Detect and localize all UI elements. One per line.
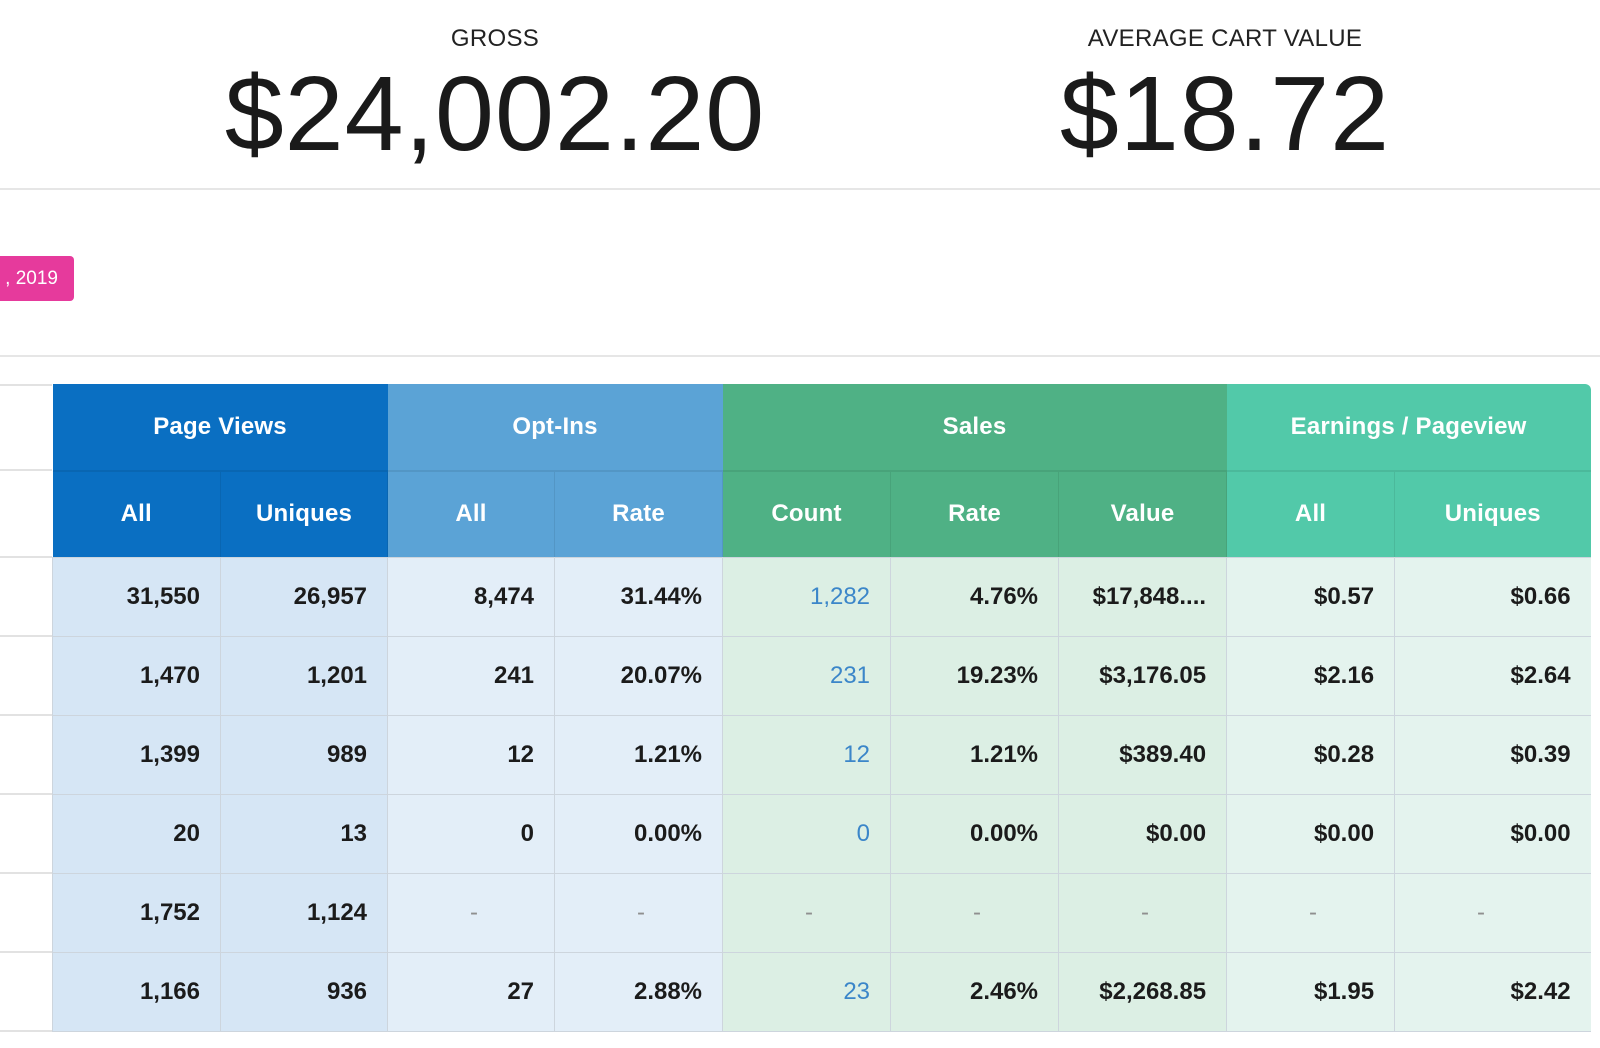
cell-page-views-uniques: 989 bbox=[219, 714, 388, 794]
table-row: 1,399 989 12 1.21% 12 1.21% $389.40 $0.2… bbox=[52, 714, 1591, 794]
cell-page-views-uniques: 1,124 bbox=[219, 872, 388, 952]
column-header-earnings-all[interactable]: All bbox=[1226, 470, 1395, 557]
cell-sales-value: $3,176.05 bbox=[1058, 635, 1227, 715]
row-divider bbox=[0, 872, 52, 874]
gross-stat: GROSS $24,002.20 bbox=[205, 0, 785, 167]
column-header-sales-value[interactable]: Value bbox=[1058, 470, 1227, 557]
column-header-page-views-all[interactable]: All bbox=[52, 470, 221, 557]
cell-earnings-uniques: $0.39 bbox=[1394, 714, 1591, 794]
column-header-sales-count[interactable]: Count bbox=[722, 470, 891, 557]
cell-page-views-uniques: 26,957 bbox=[219, 556, 388, 636]
cell-earnings-all: $0.28 bbox=[1226, 714, 1395, 794]
cell-opt-ins-all: 0 bbox=[387, 793, 555, 873]
cell-earnings-all: $0.00 bbox=[1226, 793, 1395, 873]
row-divider bbox=[0, 556, 52, 558]
divider bbox=[0, 355, 1600, 357]
column-header-opt-ins-all[interactable]: All bbox=[387, 470, 555, 557]
cell-sales-rate: 4.76% bbox=[890, 556, 1059, 636]
cell-sales-value: $2,268.85 bbox=[1058, 951, 1227, 1032]
cell-opt-ins-all: 27 bbox=[387, 951, 555, 1032]
column-header-earnings-uniques[interactable]: Uniques bbox=[1394, 470, 1591, 557]
cell-page-views-uniques: 1,201 bbox=[219, 635, 388, 715]
average-cart-value-value: $18.72 bbox=[1059, 55, 1391, 173]
row-divider bbox=[0, 469, 52, 471]
table-row: 1,752 1,124 - - - - - - - bbox=[52, 872, 1591, 952]
cell-opt-ins-rate: - bbox=[554, 872, 723, 952]
cell-opt-ins-rate: 1.21% bbox=[554, 714, 723, 794]
row-divider bbox=[0, 1030, 52, 1032]
cell-sales-value: $0.00 bbox=[1058, 793, 1227, 873]
cell-earnings-all: $2.16 bbox=[1226, 635, 1395, 715]
cell-opt-ins-rate: 31.44% bbox=[554, 556, 723, 636]
group-header-page-views: Page Views bbox=[52, 384, 388, 471]
row-divider bbox=[0, 714, 52, 716]
sales-count-link[interactable]: 12 bbox=[722, 714, 891, 794]
cell-earnings-uniques: - bbox=[1394, 872, 1591, 952]
row-divider bbox=[0, 384, 52, 386]
cell-earnings-uniques: $0.00 bbox=[1394, 793, 1591, 873]
table-row: 1,470 1,201 241 20.07% 231 19.23% $3,176… bbox=[52, 635, 1591, 715]
cell-sales-rate: 19.23% bbox=[890, 635, 1059, 715]
cell-earnings-uniques: $0.66 bbox=[1394, 556, 1591, 636]
sales-count-link[interactable]: 231 bbox=[722, 635, 891, 715]
average-cart-value-stat: AVERAGE CART VALUE $18.72 bbox=[1050, 0, 1400, 167]
group-header-earnings-per-pageview: Earnings / Pageview bbox=[1226, 384, 1591, 471]
cell-opt-ins-rate: 2.88% bbox=[554, 951, 723, 1032]
column-header-opt-ins-rate[interactable]: Rate bbox=[554, 470, 723, 557]
cell-page-views-uniques: 936 bbox=[219, 951, 388, 1032]
cell-earnings-all: - bbox=[1226, 872, 1395, 952]
cell-sales-rate: 0.00% bbox=[890, 793, 1059, 873]
cell-opt-ins-all: - bbox=[387, 872, 555, 952]
cell-earnings-all: $0.57 bbox=[1226, 556, 1395, 636]
average-cart-value-label: AVERAGE CART VALUE bbox=[1087, 25, 1363, 52]
sales-count-link[interactable]: 23 bbox=[722, 951, 891, 1032]
row-divider bbox=[0, 793, 52, 795]
sales-count-link[interactable]: 1,282 bbox=[722, 556, 891, 636]
cell-opt-ins-all: 8,474 bbox=[387, 556, 555, 636]
column-header-page-views-uniques[interactable]: Uniques bbox=[219, 470, 388, 557]
cell-sales-rate: - bbox=[890, 872, 1059, 952]
group-header-opt-ins: Opt-Ins bbox=[387, 384, 723, 471]
group-header-sales: Sales bbox=[722, 384, 1227, 471]
cell-opt-ins-rate: 20.07% bbox=[554, 635, 723, 715]
cell-sales-value: - bbox=[1058, 872, 1227, 952]
cell-earnings-uniques: $2.64 bbox=[1394, 635, 1591, 715]
date-range-badge[interactable]: , 2019 bbox=[0, 256, 74, 301]
cell-sales-count: - bbox=[722, 872, 891, 952]
cell-sales-value: $389.40 bbox=[1058, 714, 1227, 794]
table-row: 31,550 26,957 8,474 31.44% 1,282 4.76% $… bbox=[52, 556, 1591, 636]
cell-page-views-all: 20 bbox=[52, 793, 221, 873]
table-row: 20 13 0 0.00% 0 0.00% $0.00 $0.00 $0.00 bbox=[52, 793, 1591, 873]
gross-label: GROSS bbox=[450, 25, 540, 52]
cell-opt-ins-all: 241 bbox=[387, 635, 555, 715]
sales-count-link[interactable]: 0 bbox=[722, 793, 891, 873]
row-label-column bbox=[0, 0, 52, 1048]
cell-opt-ins-rate: 0.00% bbox=[554, 793, 723, 873]
row-divider bbox=[0, 635, 52, 637]
cell-page-views-all: 31,550 bbox=[52, 556, 221, 636]
divider bbox=[0, 188, 1600, 190]
cell-opt-ins-all: 12 bbox=[387, 714, 555, 794]
cell-sales-rate: 2.46% bbox=[890, 951, 1059, 1032]
cell-earnings-uniques: $2.42 bbox=[1394, 951, 1591, 1032]
cell-earnings-all: $1.95 bbox=[1226, 951, 1395, 1032]
gross-value: $24,002.20 bbox=[224, 55, 766, 173]
funnel-stats-table: Page Views Opt-Ins Sales Earnings / Page… bbox=[52, 384, 1591, 1032]
cell-page-views-all: 1,470 bbox=[52, 635, 221, 715]
table-row: 1,166 936 27 2.88% 23 2.46% $2,268.85 $1… bbox=[52, 951, 1591, 1032]
row-divider bbox=[0, 951, 52, 953]
column-header-sales-rate[interactable]: Rate bbox=[890, 470, 1059, 557]
cell-page-views-all: 1,752 bbox=[52, 872, 221, 952]
cell-sales-value: $17,848.... bbox=[1058, 556, 1227, 636]
cell-page-views-all: 1,399 bbox=[52, 714, 221, 794]
cell-sales-rate: 1.21% bbox=[890, 714, 1059, 794]
cell-page-views-uniques: 13 bbox=[219, 793, 388, 873]
cell-page-views-all: 1,166 bbox=[52, 951, 221, 1032]
